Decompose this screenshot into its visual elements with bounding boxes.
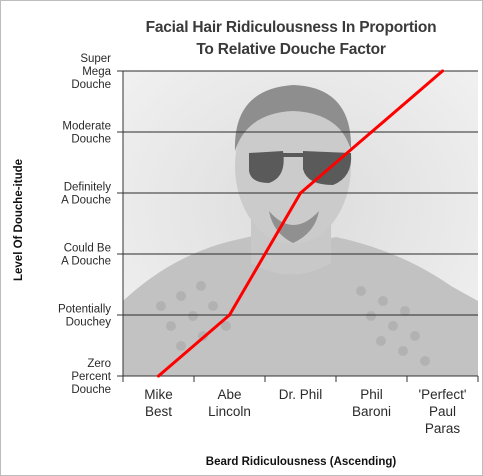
x-tick-label: Mike Best bbox=[144, 387, 173, 419]
data-point bbox=[370, 130, 373, 134]
x-tick-label: Phil Baroni bbox=[352, 387, 391, 419]
data-point bbox=[228, 313, 231, 317]
series-points bbox=[157, 69, 444, 378]
x-tick-label: Dr. Phil bbox=[279, 387, 323, 402]
y-tick-label: Super Mega Douche bbox=[71, 53, 111, 91]
y-tick-label: Could Be A Douche bbox=[61, 243, 111, 268]
chart-title-line-1: Facial Hair Ridiculousness In Proportion bbox=[145, 19, 437, 36]
background-photo bbox=[123, 71, 478, 376]
data-point bbox=[441, 69, 444, 73]
y-tick-label: Definitely A Douche bbox=[61, 182, 111, 207]
chart-title-line-2: To Relative Douche Factor bbox=[196, 41, 386, 58]
chart-title: Facial Hair Ridiculousness In Proportion… bbox=[121, 17, 461, 61]
y-axis-title: Level Of Douche-itude bbox=[13, 159, 25, 281]
data-point bbox=[299, 191, 302, 195]
x-axis-title: Beard Ridiculousness (Ascending) bbox=[206, 456, 397, 468]
x-axis-tick-labels: Mike Best Abe Lincoln Dr. Phil Phil Baroni 'Per… bbox=[144, 387, 466, 436]
data-point bbox=[157, 374, 160, 378]
y-tick-label: Zero Percent Douche bbox=[71, 358, 111, 396]
y-tick-label: Moderate Douche bbox=[62, 121, 111, 146]
y-axis-tick-labels: Zero Percent Douche Potentially Douchey Could… bbox=[58, 53, 112, 396]
x-tick-label: Abe Lincoln bbox=[208, 387, 251, 419]
x-tick-label: 'Perfect' Paul Paras bbox=[419, 387, 467, 436]
x-axis-ticks bbox=[122, 376, 479, 382]
y-tick-label: Potentially Douchey bbox=[58, 304, 111, 329]
y-axis-ticks bbox=[117, 70, 123, 377]
